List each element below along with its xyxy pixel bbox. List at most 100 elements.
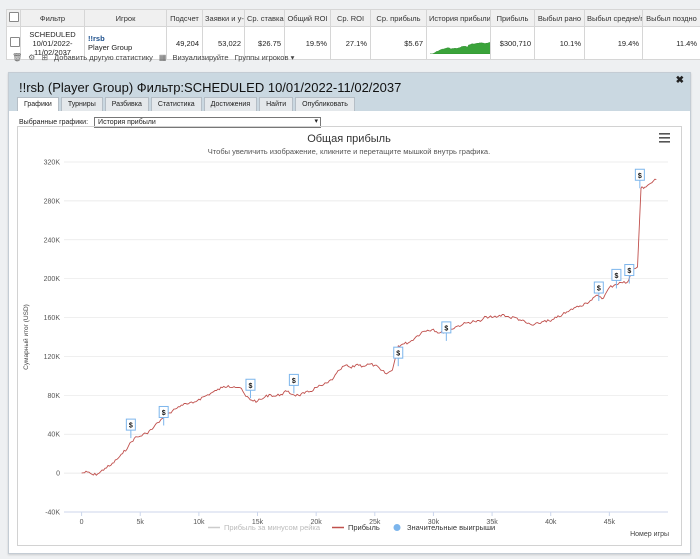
close-icon[interactable]: ✖: [675, 75, 684, 86]
chart-icon: ▦: [158, 52, 167, 62]
tab-charts[interactable]: Графики: [17, 97, 59, 111]
x-axis-label: Номер игры: [630, 531, 669, 538]
panel-tabs: Графики Турниры Разбивка Статистика Дост…: [17, 97, 356, 111]
x-tick-label: 5k: [137, 519, 145, 526]
big-win-marker[interactable]: $: [158, 405, 169, 426]
trash-icon[interactable]: 🗑: [12, 52, 23, 62]
y-axis-label: Сумарный итог (USD): [22, 304, 30, 370]
chart-select[interactable]: История прибыли ▾: [94, 117, 322, 128]
tab-statistics[interactable]: Статистика: [150, 97, 202, 111]
tab-find[interactable]: Найти: [259, 97, 294, 111]
cell-avg-roi: 27.1%: [330, 26, 371, 60]
profit-line: [81, 178, 657, 476]
big-win-marker[interactable]: $: [441, 321, 452, 341]
x-tick-label: 35k: [486, 519, 498, 526]
visualize-button[interactable]: Визуализируйте: [172, 52, 229, 62]
col-header-avg-roi[interactable]: Ср. ROI: [330, 9, 371, 27]
svg-text:Прибыль за минусом рейка: Прибыль за минусом рейка: [224, 523, 321, 532]
cell-out-mid: 19.4%: [584, 26, 643, 60]
player-groups-dropdown[interactable]: Группы игроков ▾: [235, 53, 295, 62]
table-toolbar: 🗑 ⚙ ⊞ Добавить другую статистику ▦ Визуа…: [12, 51, 294, 63]
cell-player[interactable]: !!rsb Player Group: [84, 26, 167, 60]
col-header-profit-history[interactable]: История прибыли: [426, 9, 491, 27]
x-tick-label: 30k: [428, 519, 440, 526]
cell-entries: 53,022: [202, 26, 245, 60]
tab-achievements[interactable]: Достижения: [203, 97, 258, 111]
chevron-down-icon: ▾: [314, 118, 319, 125]
stats-header-row: Фильтр Игрок Подсчет Заявки и у- Ср. ста…: [6, 9, 700, 27]
y-tick-label: 120K: [44, 354, 61, 361]
cell-filter: SCHEDULED 10/01/2022- 11/02/2037: [20, 26, 85, 60]
cell-count: 49,204: [166, 26, 203, 60]
x-tick-label: 20k: [311, 519, 323, 526]
tab-breakdown[interactable]: Разбивка: [104, 97, 149, 111]
x-axis: 0 5k 10k 15k 20k 25k 30k 35k 40k 45k: [64, 511, 668, 526]
col-header-player[interactable]: Игрок: [84, 9, 167, 27]
svg-text:$: $: [597, 286, 601, 293]
settings-icon[interactable]: ⚙: [28, 52, 36, 62]
stats-table: Фильтр Игрок Подсчет Заявки и у- Ср. ста…: [6, 9, 700, 60]
legend-item[interactable]: Значительные выигрыши: [393, 523, 496, 532]
y-axis: -40K 0 40K 80K 120K 160K 200K 240K 280K 320K: [44, 160, 61, 517]
select-all-checkbox[interactable]: [6, 9, 21, 27]
big-win-marker[interactable]: $: [125, 418, 136, 439]
panel-header: !!rsb (Player Group) Фильтр:SCHEDULED 10…: [9, 73, 690, 111]
hamburger-menu-icon[interactable]: [659, 133, 670, 143]
big-win-marker[interactable]: $: [593, 281, 604, 302]
x-tick-label: 45k: [604, 519, 616, 526]
legend-item[interactable]: Прибыль за минусом рейка: [208, 523, 321, 532]
chart-select-row: Выбранные графики: История прибыли ▾: [19, 117, 322, 128]
big-win-marker[interactable]: $: [611, 268, 622, 289]
col-header-count[interactable]: Подсчет: [166, 9, 203, 27]
col-header-filter[interactable]: Фильтр: [20, 9, 85, 27]
x-tick-label: 10k: [193, 519, 205, 526]
y-tick-label: 40K: [48, 432, 61, 439]
chart-container[interactable]: Общая прибыль Чтобы увеличить изображени…: [17, 126, 682, 546]
col-header-avg-stake[interactable]: Ср. ставка: [244, 9, 285, 27]
svg-text:Значительные выигрыши: Значительные выигрыши: [407, 523, 495, 532]
big-win-markers: $ $ $ $ $ $ $ $ $ $: [125, 168, 645, 439]
cell-avg-profit: $5.67: [370, 26, 427, 60]
y-tick-label: 280K: [44, 198, 61, 205]
player-group-label: Player Group: [88, 43, 133, 52]
panel-title: !!rsb (Player Group) Фильтр:SCHEDULED 10…: [19, 80, 402, 95]
chevron-down-icon: ▾: [290, 52, 295, 62]
col-header-out-mid[interactable]: Выбыл средне/п: [584, 9, 643, 27]
player-name-link[interactable]: !!rsb: [88, 34, 105, 43]
profit-chart[interactable]: Общая прибыль Чтобы увеличить изображени…: [18, 127, 681, 545]
profit-sparkline[interactable]: [429, 30, 491, 55]
chart-grid: [64, 161, 668, 513]
legend-item[interactable]: Прибыль: [332, 523, 380, 532]
table-row[interactable]: SCHEDULED 10/01/2022- 11/02/2037 !!rsb P…: [6, 26, 700, 60]
col-header-profit[interactable]: Прибыль: [490, 9, 535, 27]
svg-text:$: $: [638, 173, 642, 180]
big-win-marker[interactable]: $: [624, 264, 635, 284]
y-tick-label: 0: [56, 471, 60, 478]
chart-select-label: Выбранные графики:: [19, 119, 89, 126]
tab-tournaments[interactable]: Турниры: [60, 97, 103, 111]
chart-subtitle: Чтобы увеличить изображение, кликните и …: [208, 147, 490, 156]
big-win-marker[interactable]: $: [245, 378, 256, 399]
chart-title: Общая прибыль: [307, 133, 391, 145]
col-header-out-late[interactable]: Выбыл поздно: [642, 9, 700, 27]
cell-out-early: 10.1%: [534, 26, 585, 60]
col-header-total-roi[interactable]: Общий ROI: [284, 9, 331, 27]
col-header-avg-profit[interactable]: Ср. прибыль: [370, 9, 427, 27]
tab-publish[interactable]: Опубликовать: [295, 97, 355, 111]
cell-total-roi: 19.5%: [284, 26, 331, 60]
big-win-marker[interactable]: $: [393, 346, 404, 367]
y-tick-label: 200K: [44, 276, 61, 283]
add-statistic-button[interactable]: Добавить другую статистику: [54, 52, 153, 62]
y-tick-label: 240K: [44, 237, 61, 244]
big-win-marker[interactable]: $: [634, 168, 645, 189]
svg-text:$: $: [129, 423, 133, 430]
svg-text:$: $: [396, 351, 400, 358]
svg-text:$: $: [249, 383, 253, 390]
col-header-entries[interactable]: Заявки и у-: [202, 9, 245, 27]
big-win-marker[interactable]: $: [288, 373, 299, 394]
cell-profit-history[interactable]: [426, 26, 491, 60]
chart-legend: Прибыль за минусом рейка Прибыль Значитель…: [208, 523, 495, 532]
svg-text:$: $: [292, 378, 296, 385]
filter-line: 11/02/2037: [34, 47, 71, 57]
col-header-out-early[interactable]: Выбыл рано: [534, 9, 585, 27]
